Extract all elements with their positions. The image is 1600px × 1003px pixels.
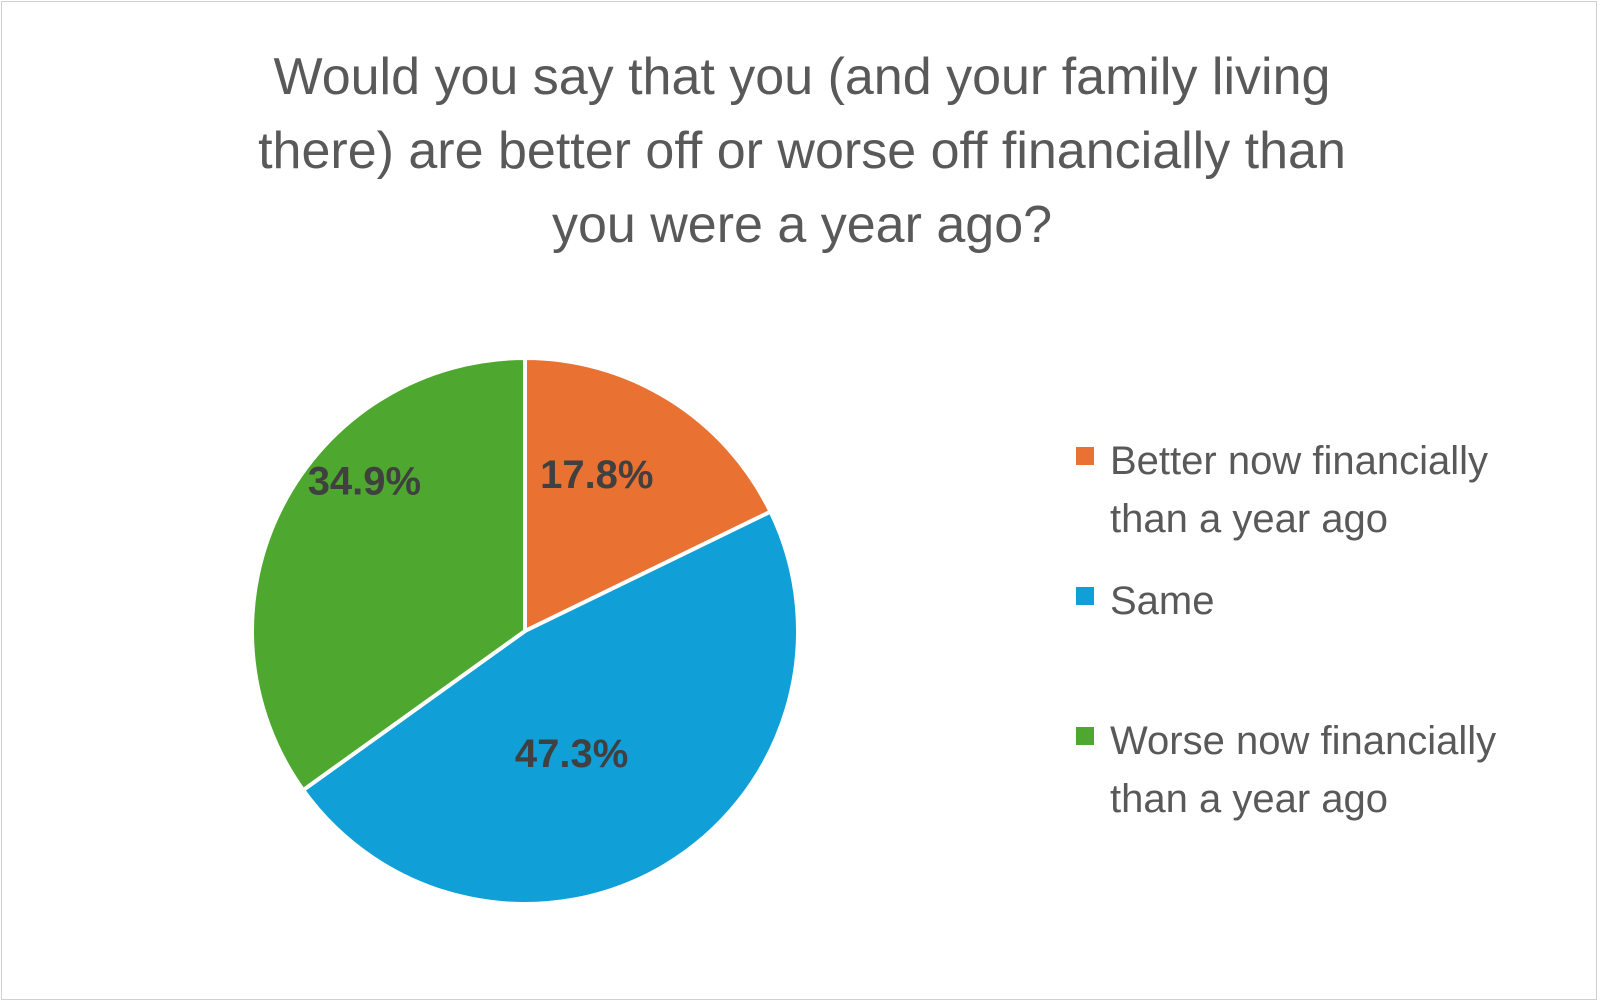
pie-slice-worse bbox=[250, 356, 527, 793]
pie-slice-better bbox=[523, 356, 773, 633]
data-label-same: 47.3% bbox=[515, 732, 628, 776]
legend-label-better-line-1: Better now financially bbox=[1110, 439, 1488, 483]
legend-label-worse: Worse now financially than a year ago bbox=[1110, 712, 1590, 828]
chart-title: Would you say that you (and your family … bbox=[102, 40, 1502, 262]
legend-swatch-worse bbox=[1076, 727, 1094, 745]
legend-swatch-better bbox=[1076, 447, 1094, 465]
legend-swatch-same bbox=[1076, 587, 1094, 605]
chart-title-line-1: Would you say that you (and your family … bbox=[273, 48, 1331, 106]
legend-label-same: Same bbox=[1110, 572, 1590, 630]
legend-label-worse-line-1: Worse now financially bbox=[1110, 719, 1497, 763]
data-label-worse: 34.9% bbox=[308, 459, 421, 503]
chart-title-line-3: you were a year ago? bbox=[551, 196, 1053, 254]
data-label-better: 17.8% bbox=[540, 453, 653, 497]
legend-label-same-line-1: Same bbox=[1110, 579, 1215, 623]
chart-title-line-2: there) are better off or worse off finan… bbox=[258, 122, 1346, 180]
legend-label-worse-line-2: than a year ago bbox=[1110, 777, 1388, 821]
legend-label-better-line-2: than a year ago bbox=[1110, 497, 1388, 541]
pie-slice-same bbox=[301, 509, 801, 907]
legend-label-better: Better now financially than a year ago bbox=[1110, 432, 1590, 548]
